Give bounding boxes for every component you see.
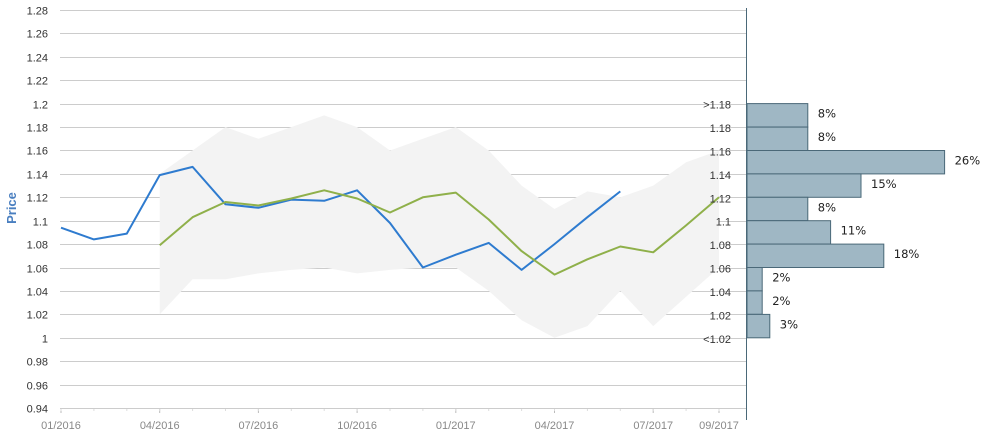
histogram-bar xyxy=(746,126,809,151)
y-tick-label: 1.2 xyxy=(33,100,48,112)
histogram-bin-label: 1.06 xyxy=(710,264,731,276)
histogram-percent-label: 3% xyxy=(780,317,798,331)
histogram-bin-label: 1.14 xyxy=(710,170,731,182)
histogram-bar xyxy=(746,220,832,245)
actual-price-line xyxy=(60,165,621,271)
histogram-percent-label: 15% xyxy=(871,177,897,191)
histogram-percent-label: 2% xyxy=(772,294,790,308)
histogram-bin-label: 1.18 xyxy=(710,123,731,135)
x-tick-label: 07/2017 xyxy=(633,420,673,432)
y-tick-label: 1.08 xyxy=(27,240,48,252)
histogram-bar xyxy=(746,243,885,269)
histogram-bin-label: 1.04 xyxy=(710,287,731,299)
histogram-bottom-label: <1.02 xyxy=(703,334,731,346)
histogram-percent-label: 18% xyxy=(894,247,920,261)
histogram-bin-label: >1.18 xyxy=(703,100,731,112)
y-tick-label: 0.96 xyxy=(27,381,48,393)
histogram-bar xyxy=(746,290,763,315)
y-axis-label: Price xyxy=(4,192,19,224)
histogram-bar xyxy=(746,313,771,339)
histogram-bin-label: 1.02 xyxy=(710,310,731,322)
histogram-percent-label: 11% xyxy=(841,224,867,238)
y-tick-label: 1.26 xyxy=(27,29,48,41)
forecast-band xyxy=(159,115,719,338)
histogram-bin-label: 1.12 xyxy=(710,193,731,205)
y-tick-label: 0.94 xyxy=(27,404,48,416)
x-tick-label: 01/2017 xyxy=(436,420,476,432)
y-tick-label: 1.1 xyxy=(33,217,48,229)
y-tick-label: 1.16 xyxy=(27,146,48,158)
histogram-percent-label: 2% xyxy=(772,271,790,285)
y-tick-label: 1.04 xyxy=(27,287,48,299)
x-tick-label: 01/2016 xyxy=(41,420,81,432)
y-tick-label: 1.28 xyxy=(27,6,48,18)
forecast-price-line xyxy=(159,189,720,276)
forecast-range-area xyxy=(159,115,719,338)
y-tick-label: 1.02 xyxy=(27,310,48,322)
y-axis-ticks: 0.94 0.96 0.98 1 1.02 1.04 1.06 1.08 1.1 1.12 1.14… xyxy=(27,6,48,416)
histogram-percent-label: 8% xyxy=(818,130,836,144)
histogram-bar xyxy=(746,103,809,128)
y-tick-label: 1.18 xyxy=(27,123,48,135)
y-tick-label: 1.12 xyxy=(27,193,48,205)
histogram-bin-label: 1.1 xyxy=(716,217,731,229)
x-tick-label: 04/2017 xyxy=(535,420,575,432)
histogram-percent-label: 8% xyxy=(818,200,836,214)
histogram-bar xyxy=(746,267,763,292)
y-tick-label: 1.24 xyxy=(27,53,48,65)
y-tick-label: 1 xyxy=(42,334,48,346)
histogram-bar xyxy=(746,196,809,222)
histogram-bin-label: 1.08 xyxy=(710,240,731,252)
y-tick-label: 0.98 xyxy=(27,357,48,369)
histogram-bar xyxy=(746,150,946,175)
y-tick-label: 1.14 xyxy=(27,170,48,182)
histogram-percent-label: 26% xyxy=(955,154,981,168)
x-axis-ticks: 01/2016 04/2016 07/2016 10/2016 01/2017 04/20… xyxy=(41,408,739,432)
histogram-percent-label: 8% xyxy=(818,107,836,121)
x-tick-label: 07/2016 xyxy=(239,420,279,432)
histogram-bin-label: 1.16 xyxy=(710,147,731,159)
y-tick-label: 1.06 xyxy=(27,264,48,276)
y-tick-label: 1.22 xyxy=(27,76,48,88)
histogram-bar xyxy=(746,173,862,198)
series-lines xyxy=(60,165,720,276)
x-tick-label: 10/2016 xyxy=(337,420,377,432)
x-tick-label: 09/2017 xyxy=(699,420,739,432)
x-tick-label: 04/2016 xyxy=(140,420,180,432)
distribution-histogram: 8% >1.18 8% 1.18 26% 1.16 15% 1.14 8% 1.12 11% 1.1 1… xyxy=(703,100,980,346)
